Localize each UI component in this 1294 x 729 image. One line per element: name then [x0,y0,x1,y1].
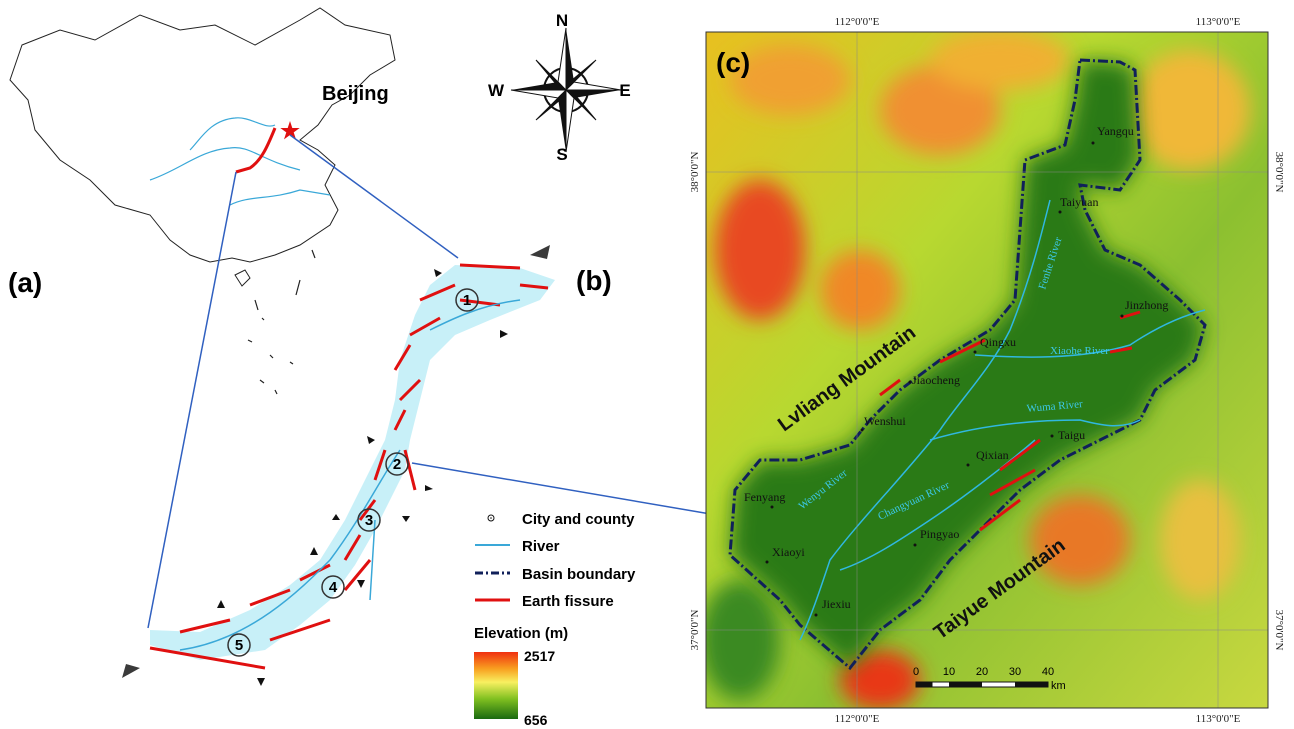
city-label: Qixian [976,448,1009,462]
city-label: Taiyuan [1060,195,1098,209]
zone-label: 5 [235,637,243,654]
panel-label: (b) [576,265,612,296]
compass-south: S [556,145,567,164]
figure: Beijing (a) (b) N S W E 1 2 3 4 5 City a… [0,0,1294,729]
elevation-bar [474,652,518,719]
elevation-min: 656 [524,712,548,728]
longitude-label: 112°0'0"E [835,16,880,28]
city-label: Xiaoyi [772,545,805,559]
legend-title: Elevation (m) [474,625,568,642]
latitude-label: 38°0'0"N [689,152,701,193]
scale-tick-label: 10 [943,666,955,678]
legend-label: City and county [522,511,635,528]
scale-tick-label: 0 [913,666,919,678]
city-label: Jiexiu [822,597,851,611]
legend-label: Basin boundary [522,566,636,583]
panel-label: (c) [716,47,750,78]
capital-label: Beijing [322,83,389,105]
compass-north: N [556,11,568,30]
compass-west: W [488,81,505,100]
zone-label: 3 [365,512,373,529]
city-label: Jinzhong [1125,298,1168,312]
city-label: Qingxu [980,335,1016,349]
city-label: Jiaocheng [912,373,960,387]
zone-label: 1 [463,292,471,309]
scale-unit: km [1051,680,1066,692]
fissure-zone [122,245,555,686]
scale-tick-label: 20 [976,666,988,678]
legend-label: River [522,538,560,555]
legend: City and county River Basin boundary Ear… [474,511,636,728]
zone-label: 4 [329,579,338,596]
compass [511,28,621,152]
river-label: Xiaohe River [1050,345,1109,357]
city-label: Pingyao [920,527,959,541]
latitude-label: 37°0'0"N [1273,610,1285,651]
latitude-label: 37°0'0"N [689,610,701,651]
compass-east: E [619,81,630,100]
longitude-label: 113°0'0"E [1196,713,1241,725]
city-label: Taigu [1058,428,1085,442]
legend-label: Earth fissure [522,593,614,610]
zone-label: 2 [393,456,401,473]
city-label: Yangqu [1097,124,1134,138]
longitude-label: 112°0'0"E [835,713,880,725]
city-label: Wenshui [864,414,906,428]
scale-tick-label: 30 [1009,666,1021,678]
city-label: Fenyang [744,490,785,504]
elevation-max: 2517 [524,648,555,664]
longitude-label: 113°0'0"E [1196,16,1241,28]
panel-label: (a) [8,267,42,298]
latitude-label: 38°0'0"N [1273,152,1285,193]
scale-tick-label: 40 [1042,666,1054,678]
